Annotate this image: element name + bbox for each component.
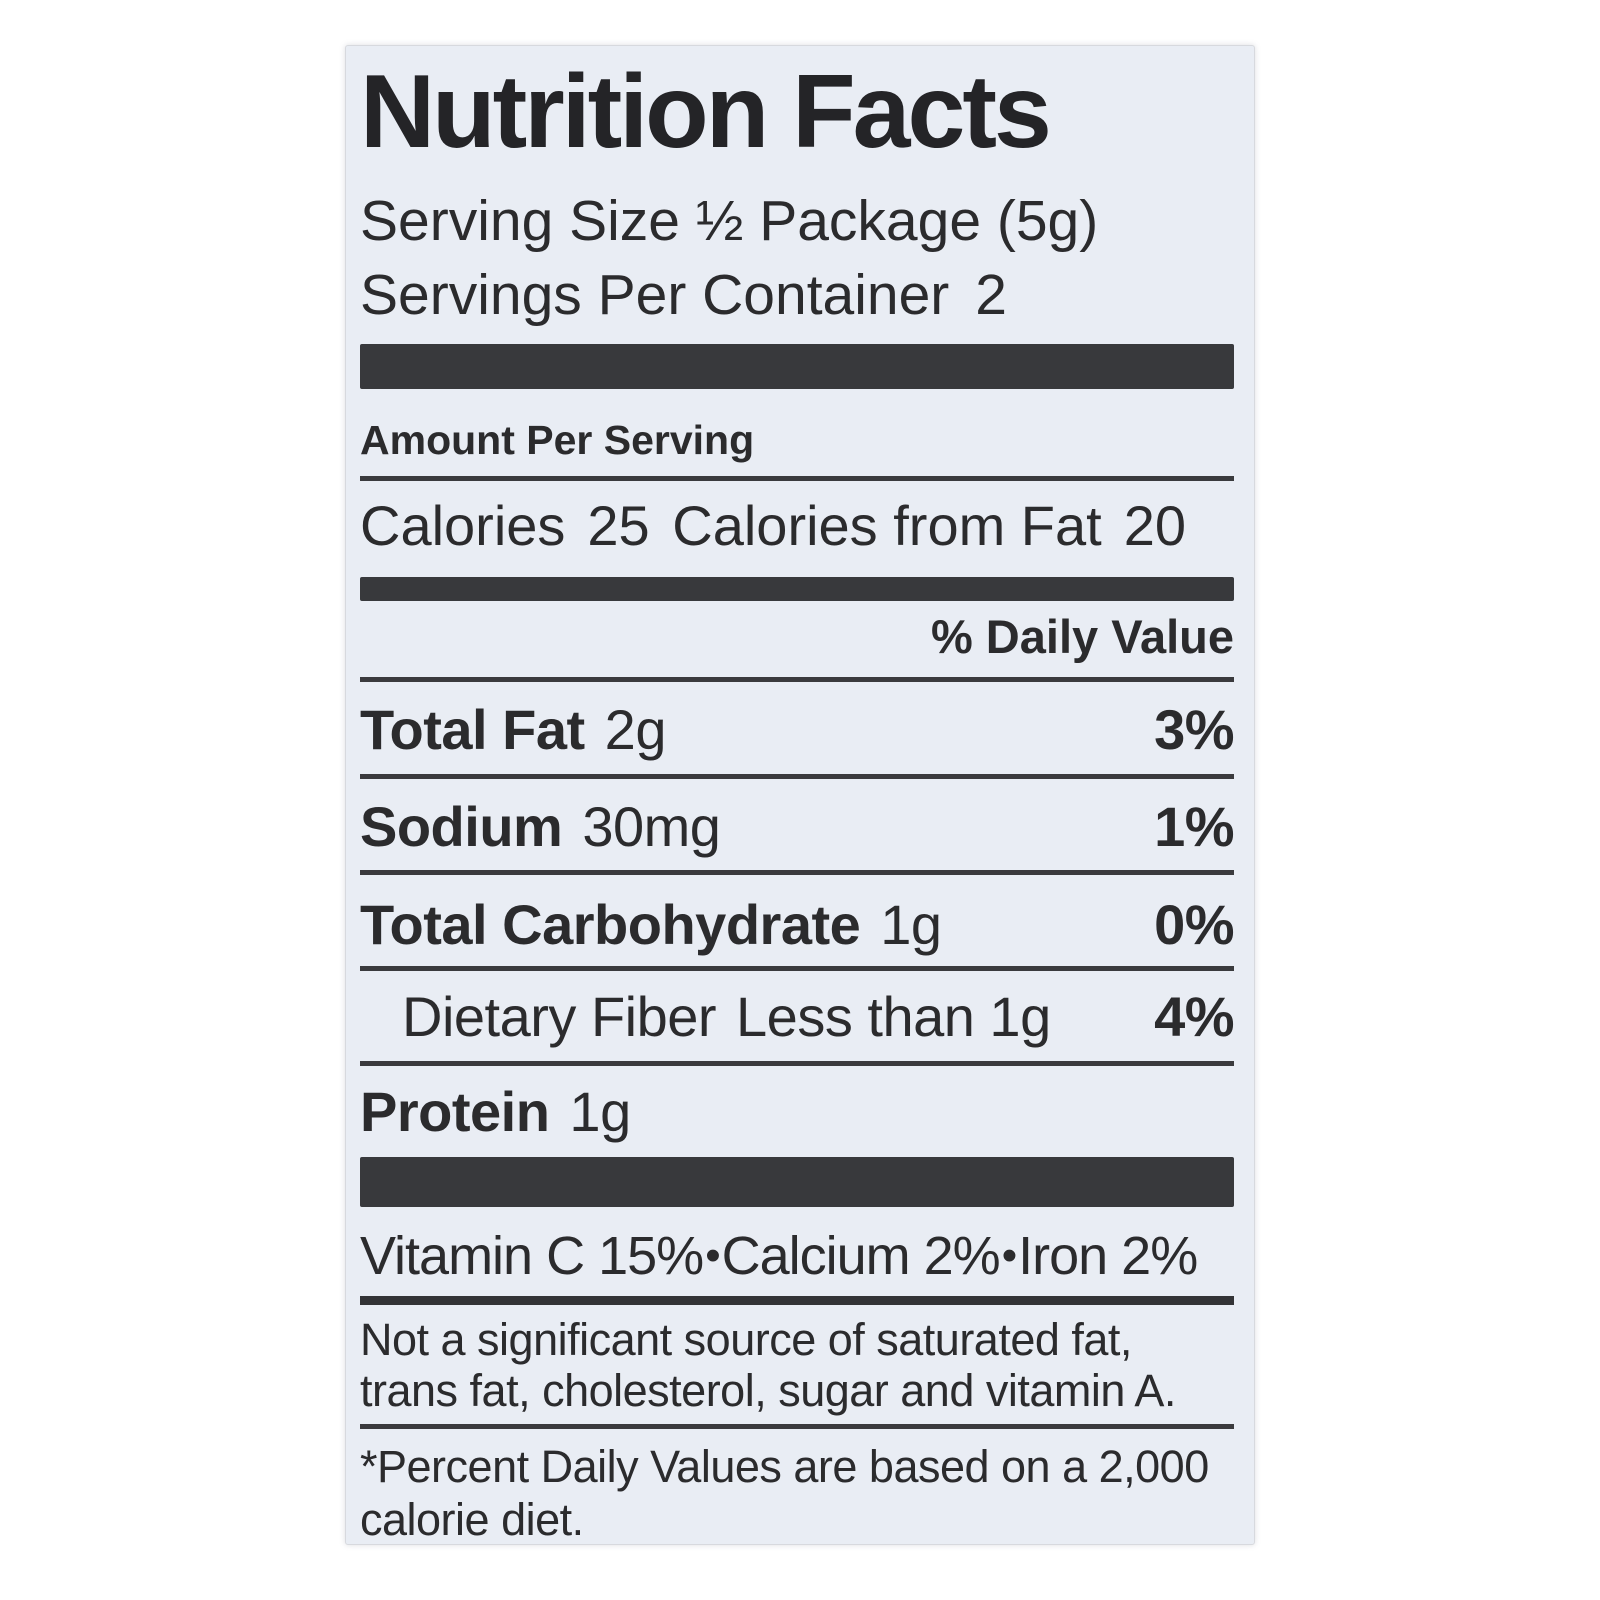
serving-size-line: Serving Size ½ Package (5g) <box>360 189 1099 253</box>
vitamins-row: Vitamin C 15% • Calcium 2% • Iron 2% <box>360 1223 1234 1293</box>
divider-rule <box>360 1424 1234 1429</box>
nutrient-name: Sodium <box>360 795 563 858</box>
section-bar-top <box>360 344 1234 389</box>
iron-cell: Iron 2% <box>1018 1223 1198 1289</box>
vitamin-name: Vitamin C <box>360 1226 585 1286</box>
nutrient-row-dietary-fiber: Dietary Fiber Less than 1g 4% <box>360 981 1234 1053</box>
calories-from-fat-value: 20 <box>1123 494 1186 557</box>
calories-from-fat-label: Calories from Fat <box>672 494 1102 557</box>
nutrient-name-amount: Total Fat 2g <box>360 694 666 766</box>
nutrient-row-protein: Protein 1g <box>360 1076 1234 1148</box>
nutrient-row-total-fat: Total Fat 2g 3% <box>360 694 1234 766</box>
nutrient-name-amount: Total Carbohydrate 1g <box>360 889 942 961</box>
calories-row: Calories 25 Calories from Fat 20 <box>360 492 1234 560</box>
nutrient-amount: 1g <box>569 1080 631 1143</box>
vitamin-name: Iron <box>1018 1226 1108 1286</box>
nutrient-name-amount: Sodium 30mg <box>360 791 721 863</box>
nutrient-name-amount: Dietary Fiber Less than 1g <box>402 981 1051 1053</box>
divider-rule <box>360 774 1234 779</box>
servings-per-container-value: 2 <box>975 263 1007 327</box>
bullet-separator-icon: • <box>1001 1231 1017 1280</box>
nutrient-name: Dietary Fiber <box>402 985 717 1048</box>
calories-cell: Calories 25 <box>360 492 650 560</box>
nutrient-name-amount: Protein 1g <box>360 1076 631 1148</box>
divider-rule <box>360 1061 1234 1066</box>
divider-rule <box>360 870 1234 875</box>
vitamin-value: 15% <box>598 1226 704 1286</box>
nutrition-facts-label: Nutrition Facts Serving Size ½ Package (… <box>345 45 1255 1545</box>
section-bar-bottom <box>360 1157 1234 1207</box>
servings-per-container-label: Servings Per Container <box>360 263 950 327</box>
nutrient-amount: 1g <box>880 893 942 956</box>
divider-rule <box>360 966 1234 971</box>
calories-from-fat-cell: Calories from Fat 20 <box>672 492 1186 560</box>
nutrient-amount: Less than 1g <box>736 985 1051 1048</box>
nutrient-amount: 30mg <box>582 795 721 858</box>
divider-rule-medium <box>360 1296 1234 1305</box>
nutrient-daily-value: 4% <box>1154 985 1234 1048</box>
vitamin-name: Calcium <box>721 1226 911 1286</box>
nutrient-amount: 2g <box>604 698 667 761</box>
calcium-cell: Calcium 2% <box>721 1223 1001 1289</box>
nutrient-daily-value: 0% <box>1154 893 1234 956</box>
nutrient-name: Total Fat <box>360 698 585 761</box>
divider-rule <box>360 677 1234 682</box>
vitamin-value: 2% <box>923 1226 1001 1286</box>
nutrient-row-total-carbohydrate: Total Carbohydrate 1g 0% <box>360 889 1234 961</box>
daily-value-header: % Daily Value <box>930 610 1234 663</box>
nutrient-daily-value: 1% <box>1154 795 1234 858</box>
section-bar-calories <box>360 577 1234 601</box>
divider-rule <box>360 476 1234 481</box>
not-significant-note: Not a significant source of saturated fa… <box>360 1314 1176 1416</box>
nutrient-name: Total Carbohydrate <box>360 893 861 956</box>
vitamin-value: 2% <box>1121 1226 1198 1286</box>
nutrient-name: Protein <box>360 1080 550 1143</box>
vitamin-c-cell: Vitamin C 15% <box>360 1223 704 1289</box>
serving-info: Serving Size ½ Package (5g) Servings Per… <box>360 184 1234 332</box>
bullet-separator-icon: • <box>705 1231 720 1280</box>
calories-value: 25 <box>587 494 650 557</box>
daily-values-footnote: *Percent Daily Values are based on a 2,0… <box>360 1441 1209 1545</box>
nutrient-daily-value: 3% <box>1154 698 1234 761</box>
nutrient-row-sodium: Sodium 30mg 1% <box>360 791 1234 863</box>
label-title: Nutrition Facts <box>360 54 1052 170</box>
calories-label: Calories <box>360 494 566 557</box>
amount-per-serving-heading: Amount Per Serving <box>360 417 755 463</box>
servings-per-container-line: Servings Per Container 2 <box>360 258 1234 332</box>
